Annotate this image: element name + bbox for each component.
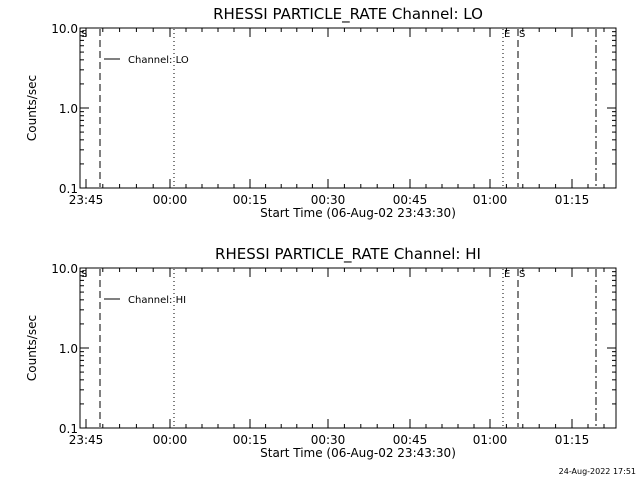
x-tick-label: 01:15 [555,433,590,447]
x-tick-label: 00:30 [311,193,346,207]
y-tick-label: 0.1 [59,182,78,196]
footer-timestamp: 24-Aug-2022 17:51 [559,467,636,476]
legend-label: Channel: HI [128,295,186,306]
y-tick-label: 1.0 [59,102,78,116]
y-tick-label: 10.0 [51,22,78,36]
x-axis-label: Start Time (06-Aug-02 23:43:30) [260,206,456,220]
x-tick-label: 00:45 [393,193,428,207]
annotation-s-end: S [519,269,525,280]
x-tick-label: 23:45 [69,433,104,447]
x-tick-label: 00:15 [233,433,268,447]
x-tick-label: 01:00 [473,433,508,447]
y-tick-label: 10.0 [51,262,78,276]
plot-frame [79,27,617,189]
y-tick-label: 0.1 [59,422,78,436]
x-tick-label: 01:15 [555,193,590,207]
x-tick-label: 00:15 [233,193,268,207]
x-tick-label: 00:00 [153,193,188,207]
y-tick-label: 1.0 [59,342,78,356]
x-tick-label: 00:00 [153,433,188,447]
y-axis-label: Counts/sec [25,315,39,381]
x-tick-label: 23:45 [69,193,104,207]
annotation-e: E [504,29,510,40]
legend-label: Channel: LO [128,55,189,66]
chart-title: RHESSI PARTICLE_RATE Channel: HI [215,245,481,264]
annotation-s-start: S [81,269,87,280]
x-tick-label: 00:45 [393,433,428,447]
x-axis-label: Start Time (06-Aug-02 23:43:30) [260,446,456,460]
x-tick-label: 01:00 [473,193,508,207]
annotation-s-end: S [519,29,525,40]
chart-title: RHESSI PARTICLE_RATE Channel: LO [213,5,483,24]
annotation-e: E [504,269,510,280]
y-axis-label: Counts/sec [25,75,39,141]
plot-frame [79,267,617,429]
x-tick-label: 00:30 [311,433,346,447]
annotation-s-start: S [81,29,87,40]
